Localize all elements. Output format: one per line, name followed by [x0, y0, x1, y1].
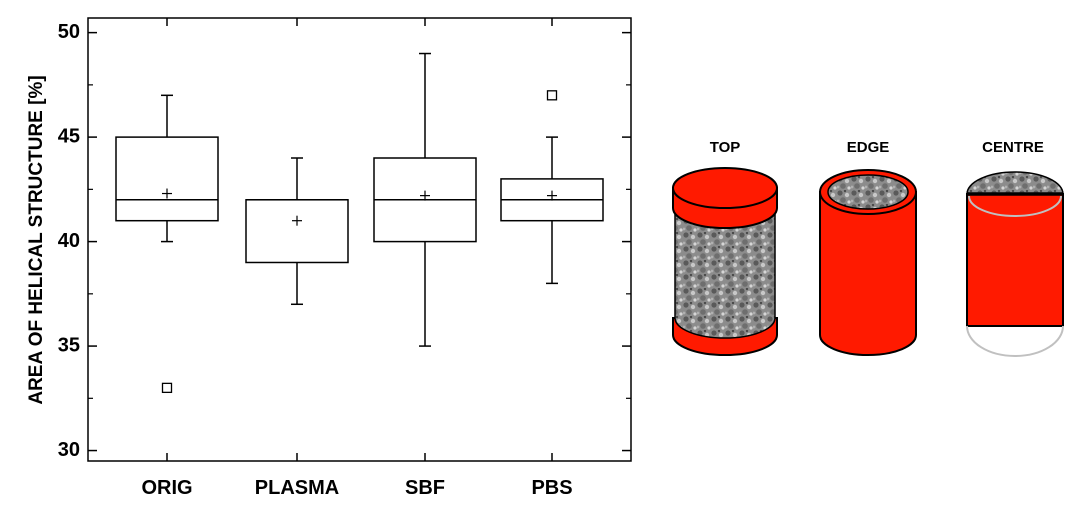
sample-edge: EDGE [819, 139, 917, 356]
centre-red-section [966, 193, 1064, 327]
top-red-cap [672, 167, 778, 209]
centre-porous-top [966, 171, 1064, 195]
y-tick-label: 35 [58, 334, 80, 356]
edge-porous-core [827, 174, 909, 210]
box-pbs [500, 18, 604, 461]
sample-label-centre: CENTRE [982, 139, 1044, 156]
sample-diagrams: TOP EDGE CENTRE [672, 139, 1064, 357]
y-tick-label: 45 [58, 125, 80, 147]
y-tick-label: 40 [58, 230, 80, 252]
y-axis-title: AREA OF HELICAL STRUCTURE [%] [26, 75, 47, 404]
box-iqr [115, 136, 219, 222]
edge-red-shell [819, 191, 917, 356]
sample-centre: CENTRE [966, 139, 1064, 357]
box-sbf [373, 18, 477, 461]
box-plot: AREA OF HELICAL STRUCTURE [%] 30 35 40 45 50… [26, 17, 632, 499]
x-tick-label: SBF [405, 477, 445, 499]
y-tick-label: 50 [58, 21, 80, 43]
box-iqr [245, 199, 349, 264]
y-tick-label: 30 [58, 439, 80, 461]
x-tick-label: PLASMA [255, 477, 339, 499]
outlier-point [161, 382, 173, 394]
box-orig [115, 18, 219, 461]
plot-frame [87, 17, 632, 462]
top-porous-body [674, 207, 776, 339]
centre-ghost-top [968, 195, 1062, 217]
centre-ghost-bottom [966, 325, 1064, 357]
x-tick-label: PBS [531, 477, 572, 499]
sample-top: TOP [672, 139, 778, 356]
outlier-point [546, 90, 558, 101]
sample-label-edge: EDGE [847, 139, 890, 156]
box-plasma [245, 18, 349, 461]
sample-label-top: TOP [710, 139, 741, 156]
x-tick-label: ORIG [141, 477, 192, 499]
